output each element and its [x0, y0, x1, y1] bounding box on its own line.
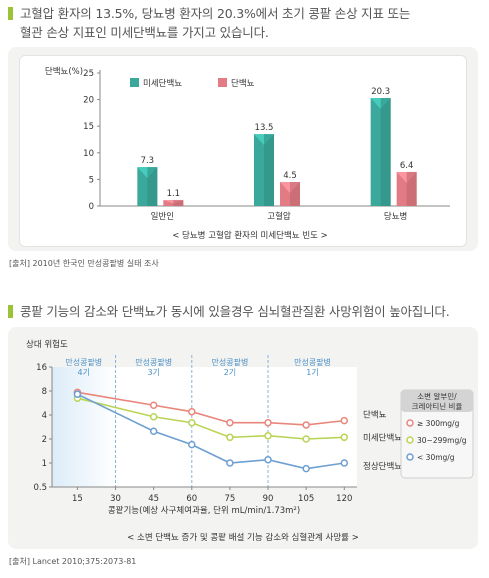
y-tick-label: 20: [83, 96, 94, 106]
data-label: 20.3: [371, 87, 390, 97]
data-label: 7.3: [141, 156, 155, 166]
series-end-label: 정상단백뇨: [363, 461, 402, 472]
series-point: [73, 390, 82, 398]
x-tick-label: 당뇨병: [384, 211, 407, 222]
section2-headline-text: 콩팥 기능의 감소와 단백뇨가 동시에 있을경우 심뇌혈관질환 사망위험이 높아…: [20, 304, 450, 319]
legend-title-sub: 크레아티닌 비율: [412, 401, 463, 411]
bar-shade: [147, 167, 158, 206]
chart1-inner: 단백뇨(%) 0 5 10 15 20 25 일반인 7.3 1.1 고혈압 13.5 4.5 당뇨병 20…: [19, 55, 467, 247]
headline-accent-bar-2: [8, 305, 13, 318]
y-tick-label: 4: [42, 411, 47, 421]
x-tick-label: 60: [186, 494, 197, 504]
data-label: 1.1: [167, 189, 181, 199]
series-point: [188, 407, 196, 416]
bar-shade: [264, 134, 274, 206]
legend-header: [401, 390, 473, 412]
chart-caption: < 당뇨병 고혈압 환자의 미세단백뇨 빈도 >: [172, 230, 328, 241]
y-tick-label: 10: [83, 149, 94, 159]
series-point: [149, 427, 158, 436]
data-label: 4.5: [283, 171, 297, 181]
x-tick-label: 15: [72, 494, 83, 504]
section1-headline: 고혈압 환자의 13.5%, 당뇨병 환자의 20.3%에서 초기 콩팥 손상 …: [8, 4, 484, 42]
series-point: [302, 435, 310, 443]
series-point: [188, 418, 196, 427]
y-tick-label: 15: [83, 122, 94, 132]
series-point: [264, 418, 272, 427]
x-tick-label: 120: [336, 494, 352, 504]
bar-shade: [380, 98, 391, 206]
legend-label: 미세단백뇨: [143, 78, 182, 89]
x-tick-label: 105: [298, 494, 314, 504]
stage-label-sub: 1기: [306, 368, 318, 377]
stage-label: 만성콩팥병: [135, 357, 172, 367]
series-end-label: 단백뇨: [363, 410, 387, 421]
stage-label: 만성콩팥병: [212, 357, 249, 367]
section2-source: [출처] Lancet 2010;375:2073-81: [9, 557, 137, 566]
section1-headline-line1: 고혈압 환자의 13.5%, 당뇨병 환자의 20.3%에서 초기 콩팥 손상 …: [20, 6, 411, 21]
series-point: [226, 418, 234, 427]
section2-headline: 콩팥 기능의 감소와 단백뇨가 동시에 있을경우 심뇌혈관질환 사망위험이 높아…: [8, 302, 484, 321]
chart-caption: < 소변 단백뇨 증가 및 콩팥 배설 기능 감소와 심혈관계 사망률 >: [127, 532, 359, 543]
x-tick-label: 일반인: [151, 211, 174, 222]
section1-headline-line2: 혈관 손상 지표인 미세단백뇨를 가지고 있습니다.: [20, 25, 269, 40]
legend-marker: [406, 436, 414, 444]
section1-source: [출처] 2010년 한국인 만성콩팥병 실태 조사: [9, 259, 159, 268]
x-tick-label: 90: [263, 494, 274, 504]
legend-label: ≥ 300mg/g: [417, 419, 460, 428]
line-chart: 상대 위험도만성콩팥병4기만성콩팥병3기만성콩팥병2기만성콩팥병1기0.5124…: [26, 339, 474, 543]
series-point: [149, 401, 158, 410]
x-axis-label: 콩팥기능(예상 사구체여과율, 단위 mL/min/1.73m²): [108, 505, 300, 516]
x-tick-label: 45: [148, 494, 159, 504]
stage4-shading: [52, 367, 116, 487]
y-tick-label: 8: [42, 387, 47, 397]
series-point: [340, 459, 349, 467]
legend-swatch: [218, 78, 227, 87]
stage-label-sub: 2기: [224, 368, 236, 377]
stage-label-sub: 4기: [78, 368, 90, 377]
y-tick-label: 0: [89, 202, 94, 212]
legend-title: 소변 알부민/: [417, 391, 457, 401]
legend-marker: [406, 419, 414, 427]
y-tick-label: 0.5: [33, 483, 47, 493]
bar-shade: [290, 182, 300, 206]
y-tick-label: 5: [89, 175, 94, 185]
y-tick-label: 1: [42, 459, 47, 469]
series-end-label: 미세단백뇨: [363, 432, 402, 443]
y-tick-label: 16: [36, 363, 47, 373]
chart1-panel: 단백뇨(%) 0 5 10 15 20 25 일반인 7.3 1.1 고혈압 13.5 4.5 당뇨병 20…: [8, 47, 478, 251]
series-point: [264, 455, 272, 464]
chart2-panel: 상대 위험도 만성콩팥병 4기 만성콩팥병 3기 만성콩팥병 2기 만성콩팥병 1기 0.5 1 2 4…: [8, 327, 478, 549]
series-point: [340, 416, 349, 425]
stage-label-sub: 3기: [147, 368, 159, 377]
series-point: [188, 440, 196, 449]
bar-shade: [173, 200, 184, 206]
stage-label: 만성콩팥병: [65, 357, 102, 367]
y-tick-label: 25: [83, 69, 94, 79]
bar-chart: 단백뇨(%) 0 5 10 15 20 25 일반인 7.3 1.1 고혈압 13.5 4.5 당뇨병 20…: [45, 66, 450, 241]
data-label: 6.4: [400, 161, 414, 171]
data-label: 13.5: [255, 123, 274, 133]
series-point: [226, 433, 234, 442]
x-tick-label: 75: [225, 494, 236, 504]
legend-label: 30~299mg/g: [417, 436, 467, 445]
series-point: [302, 464, 310, 473]
y-axis-label: 상대 위험도: [26, 339, 68, 350]
bar-shade: [406, 171, 417, 206]
y-axis-label: 단백뇨(%): [45, 66, 83, 77]
legend-marker: [406, 453, 414, 461]
y-tick-label: 2: [42, 435, 47, 445]
headline-accent-bar: [8, 7, 13, 20]
legend-label: < 30mg/g: [417, 453, 455, 462]
series-point: [226, 459, 234, 467]
legend-swatch: [130, 78, 139, 87]
series-point: [264, 431, 272, 440]
x-tick-label: 30: [110, 494, 121, 504]
series-point: [149, 413, 158, 421]
legend-label: 단백뇨: [231, 78, 255, 89]
series-point: [340, 433, 349, 442]
x-tick-label: 고혈압: [267, 211, 291, 222]
stage-label: 만성콩팥병: [294, 357, 331, 367]
series-point: [302, 421, 310, 429]
